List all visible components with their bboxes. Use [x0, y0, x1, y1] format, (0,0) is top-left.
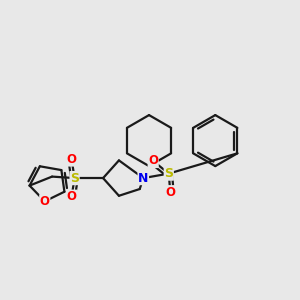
Text: O: O	[40, 195, 50, 208]
Text: S: S	[70, 172, 79, 184]
Text: O: O	[148, 154, 158, 167]
Text: O: O	[67, 190, 76, 203]
Text: N: N	[138, 172, 148, 184]
Text: O: O	[165, 186, 175, 199]
Text: O: O	[67, 153, 76, 166]
Text: S: S	[164, 167, 173, 180]
